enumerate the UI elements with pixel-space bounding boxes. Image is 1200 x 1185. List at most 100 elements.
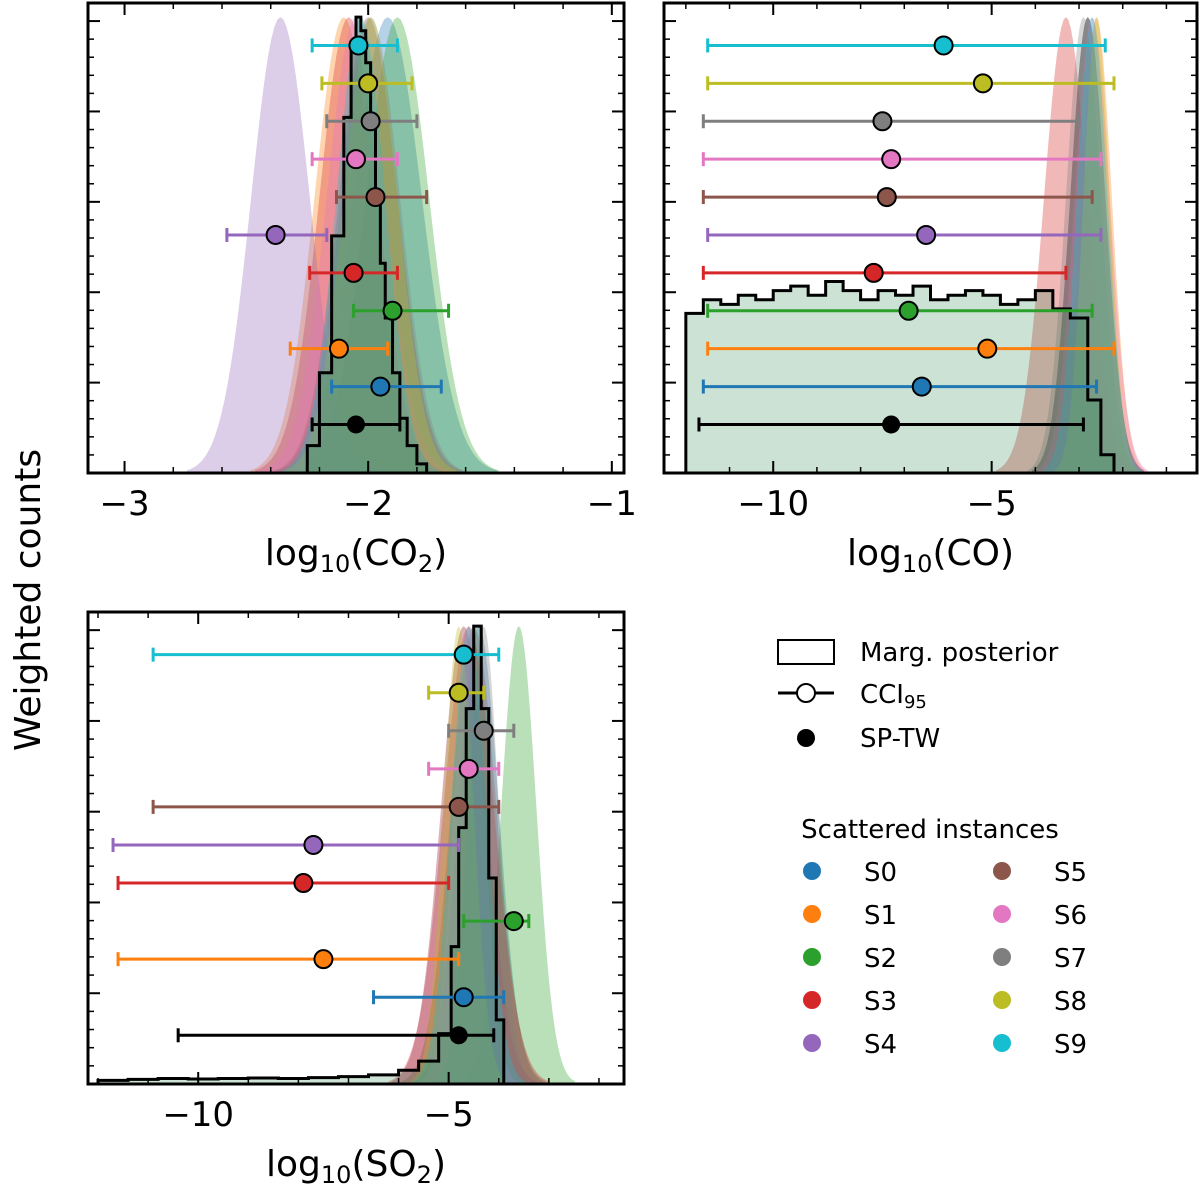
legend-marker-s7 (993, 948, 1011, 966)
legend-entry-s7: S7 (993, 944, 1087, 974)
co2-median-s8 (358, 73, 379, 94)
co-errorbar-s0 (701, 376, 1099, 397)
legend-label-s1: S1 (864, 901, 897, 931)
co-median-s3 (863, 262, 884, 283)
so2-hist-s6 (420, 626, 517, 1084)
so2-hist-s3 (388, 626, 549, 1084)
co2-median-s9 (348, 35, 369, 56)
co-hist-s7 (1027, 17, 1140, 473)
co2-instance-histograms (186, 17, 499, 473)
legend-entry-s1: S1 (803, 901, 897, 931)
so2-median-s5 (448, 796, 469, 817)
so2-errorbar-s1 (116, 949, 461, 970)
co-median-sp-tw (882, 415, 901, 434)
co2-errorbar-s9 (310, 35, 399, 56)
legend-entry-s6: S6 (993, 901, 1087, 931)
legend-label-s6: S6 (1054, 901, 1087, 931)
co-hist-s9 (1043, 17, 1142, 473)
co-errorbar-s4 (706, 224, 1103, 245)
co-x-axis-label: log10(CO) (847, 533, 1014, 578)
co-errorbar-sp-tw (697, 415, 1085, 434)
y-axis-label: Weighted counts (8, 449, 49, 751)
so2-median-s1 (313, 949, 334, 970)
legend-marker-s5 (993, 862, 1011, 880)
legend-label-s8: S8 (1054, 987, 1087, 1017)
co-errorbars (697, 35, 1116, 434)
co2-hist-s9 (282, 17, 439, 473)
legend-label-s9: S9 (1054, 1030, 1087, 1060)
co-hist-s3 (996, 17, 1136, 473)
legend-marker-s0 (803, 862, 821, 880)
co2-hist-s8 (284, 17, 457, 473)
co-instance-histograms (996, 17, 1149, 473)
legend-cci-label: CCI95 (860, 680, 927, 713)
so2-median-s2 (503, 911, 524, 932)
co-errorbar-s2 (706, 300, 1094, 321)
co2-median-s1 (328, 338, 349, 359)
legend-marg-posterior-swatch (777, 639, 835, 665)
so2-median-s6 (458, 758, 479, 779)
co-median-s0 (911, 376, 932, 397)
co-errorbar-s8 (706, 73, 1116, 94)
so2-errorbars (111, 644, 531, 1045)
co2-median-s2 (382, 300, 403, 321)
co-errorbar-s9 (706, 35, 1107, 56)
so2-errorbar-s9 (151, 644, 501, 665)
co2-errorbar-s0 (330, 376, 443, 397)
co2-hist-s7 (277, 17, 465, 473)
co-errorbar-s1 (706, 338, 1116, 359)
so2-errorbar-s8 (427, 682, 486, 703)
co2-errorbar-s7 (325, 111, 419, 132)
co2-median-s4 (265, 224, 286, 245)
so2-x-axis-label: log10(SO2) (266, 1144, 446, 1185)
so2-errorbar-s4 (111, 834, 461, 855)
co2-hist-s2 (296, 17, 499, 473)
co2-median-s3 (343, 262, 364, 283)
co-errorbar-s3 (701, 262, 1068, 283)
co-ticks: −10 −5 (664, 3, 1197, 524)
panel-co2: −3 −2 −1 log10(CO2) (86, 1, 637, 578)
legend-entry-s8: S8 (993, 987, 1087, 1017)
so2-median-s4 (303, 834, 324, 855)
so2-median-s3 (293, 873, 314, 894)
co2-xtick-label: −3 (99, 484, 149, 524)
co-median-s2 (898, 300, 919, 321)
co-median-s5 (876, 187, 897, 208)
so2-errorbar-s6 (427, 758, 501, 779)
legend-marg-posterior-label: Marg. posterior (860, 638, 1059, 668)
legend-marker-s3 (803, 991, 821, 1009)
so2-xtick-label: −10 (162, 1095, 234, 1135)
legend-entry-s0: S0 (803, 858, 897, 888)
so2-errorbar-s3 (116, 873, 451, 894)
co2-marg-posterior (305, 15, 429, 473)
co-hist-s5 (1031, 17, 1144, 473)
legend-marker-s4 (803, 1034, 821, 1052)
co-median-s7 (872, 111, 893, 132)
legend-marker-s6 (993, 905, 1011, 923)
legend-label-s4: S4 (864, 1030, 897, 1060)
co2-errorbar-s4 (225, 224, 329, 245)
legend-label-s7: S7 (1054, 944, 1087, 974)
legend-marker-s8 (993, 991, 1011, 1009)
co2-x-axis-label: log10(CO2) (265, 533, 447, 578)
legend-marker-s2 (803, 948, 821, 966)
legend-label-s3: S3 (864, 987, 897, 1017)
legend-sptw-label: SP-TW (860, 724, 940, 754)
co2-xtick-label: −2 (343, 484, 393, 524)
co2-hist-s3 (255, 17, 443, 473)
legend-label-s2: S2 (864, 944, 897, 974)
co2-errorbar-s3 (308, 262, 399, 283)
so2-hist-s1 (391, 626, 536, 1084)
legend-entry-s2: S2 (803, 944, 897, 974)
co2-ticks: −3 −2 −1 (88, 3, 637, 524)
legend: Marg. posterior CCI95 SP-TW Scattered in… (777, 638, 1087, 1060)
panel-so2: −10 −5 log10(SO2) (86, 610, 626, 1185)
co-xtick-label: −5 (967, 484, 1017, 524)
co2-errorbar-s5 (335, 187, 429, 208)
co-median-s8 (972, 73, 993, 94)
legend-entry-s4: S4 (803, 1030, 897, 1060)
co2-hist-s1 (250, 17, 438, 473)
so2-errorbar-s2 (462, 911, 531, 932)
co-hist-s2 (1031, 17, 1144, 473)
